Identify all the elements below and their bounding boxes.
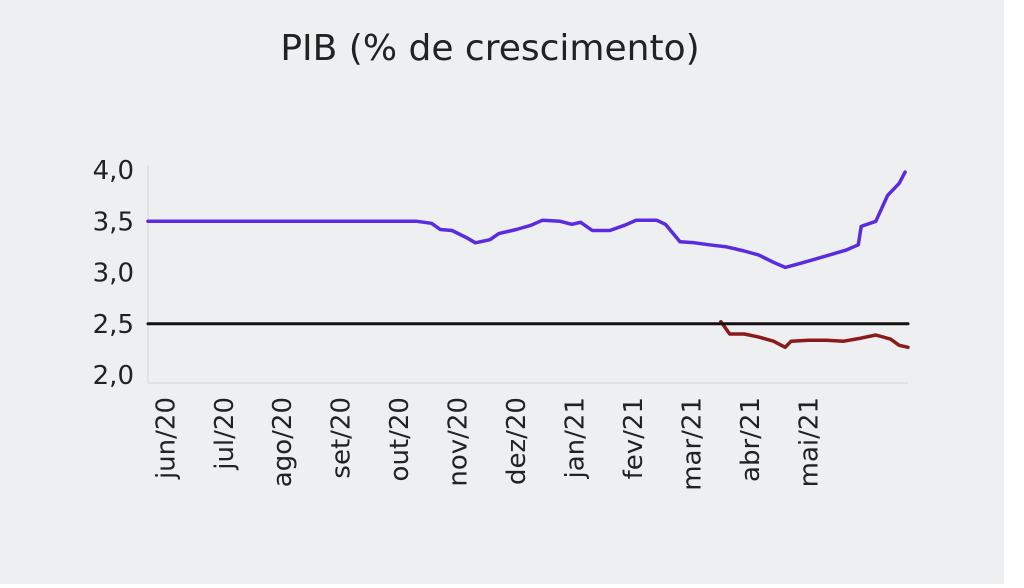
- x-tick-label: ago/20: [268, 397, 298, 487]
- chart-panel: [0, 0, 1004, 584]
- x-tick-label: mai/21: [794, 397, 824, 487]
- x-tick-label: out/20: [385, 397, 415, 481]
- x-tick-label: nov/20: [444, 397, 474, 487]
- x-tick-label: abr/21: [736, 397, 766, 482]
- series-line-1: [146, 170, 907, 270]
- y-tick-label: 2,5: [93, 310, 134, 340]
- y-tick-label: 3,5: [93, 207, 134, 237]
- y-tick-label: 2,0: [93, 361, 134, 391]
- y-tick-label: 4,0: [93, 156, 134, 186]
- chart-title: PIB (% de crescimento): [280, 28, 699, 69]
- x-tick-label: fev/21: [619, 397, 649, 479]
- x-tick-label: jun/20: [151, 397, 181, 480]
- plot-area: 4,0 3,5 3,0 2,5 2,0 jun/20 jul/20 ago/20 set/20 o…: [93, 156, 910, 491]
- y-tick-label: 3,0: [93, 259, 134, 289]
- x-tick-label: mar/21: [677, 397, 707, 491]
- x-tick-label: jan/21: [561, 397, 591, 479]
- x-tick-label: jul/20: [210, 397, 240, 471]
- series-line-2: [719, 319, 910, 350]
- x-tick-label: dez/20: [502, 397, 532, 485]
- x-tick-label: set/20: [327, 397, 357, 479]
